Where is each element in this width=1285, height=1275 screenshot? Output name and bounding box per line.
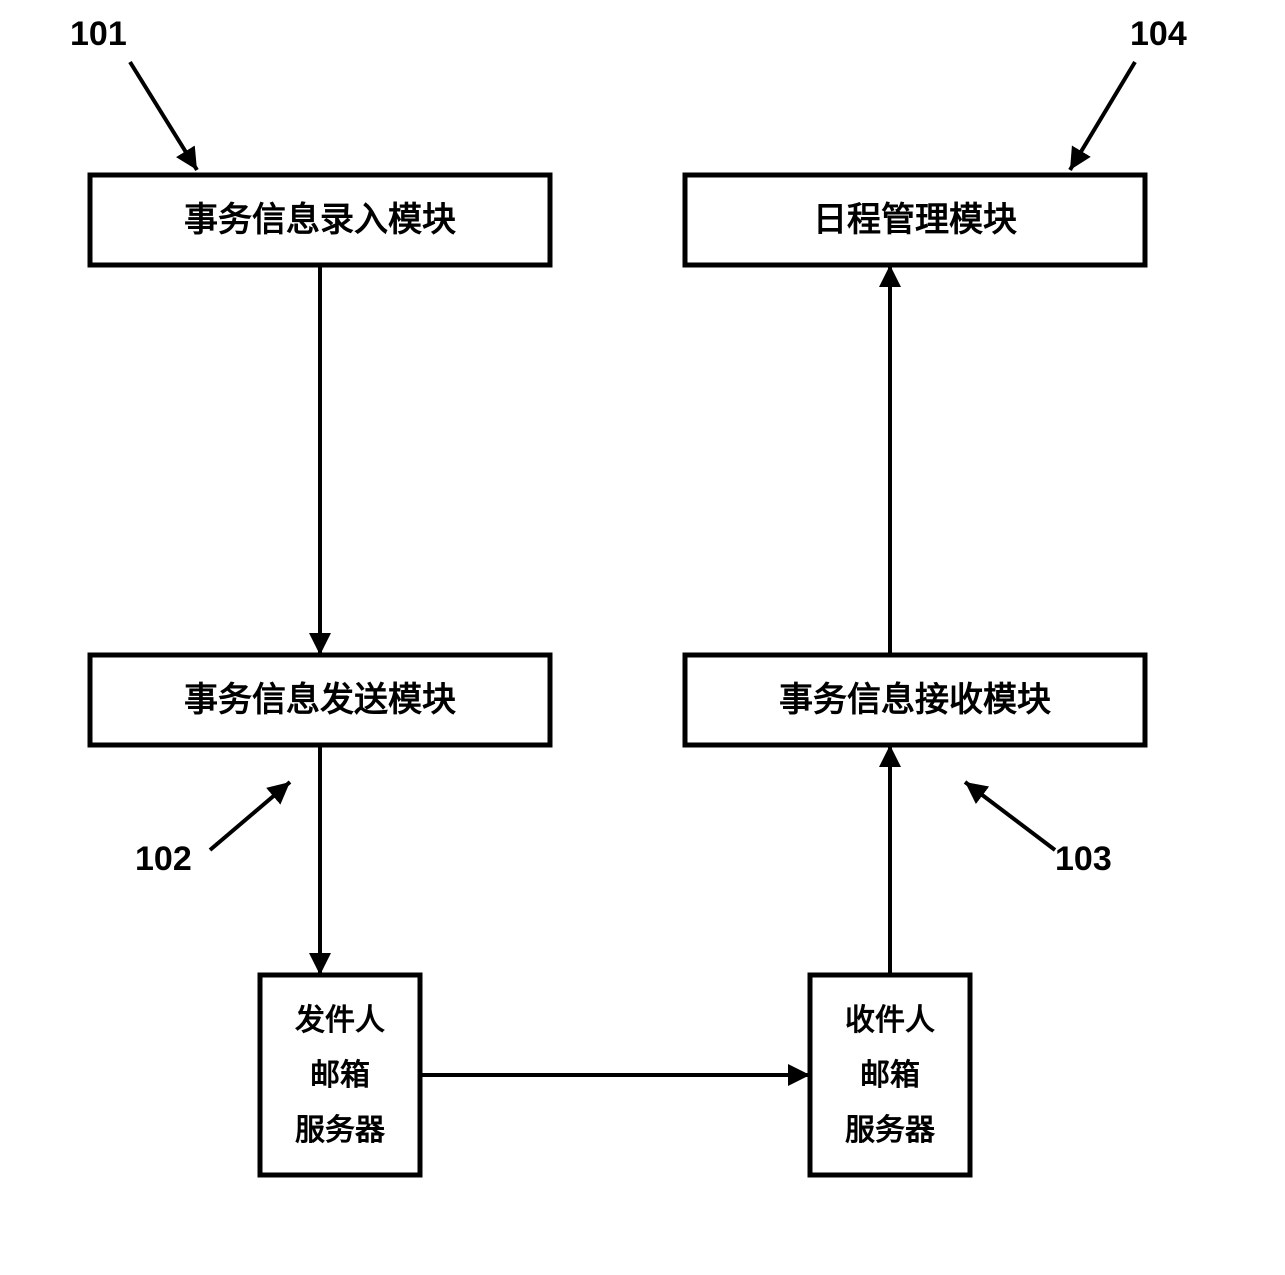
nodes-group: 事务信息录入模块日程管理模块事务信息发送模块事务信息接收模块发件人邮箱服务器收件… (90, 175, 1145, 1175)
ref-leader (210, 782, 290, 850)
ref-text: 102 (135, 840, 192, 878)
ref-labels-group: 101 104 102 103 (70, 15, 1187, 878)
node-n103: 事务信息接收模块 (685, 655, 1145, 745)
node-label-line: 邮箱 (860, 1059, 920, 1092)
node-label-line: 发件人 (294, 1004, 385, 1037)
node-label-line: 收件人 (845, 1004, 935, 1037)
ref-leader (965, 782, 1055, 850)
node-n101: 事务信息录入模块 (90, 175, 550, 265)
ref-r104: 104 (1070, 15, 1187, 170)
ref-text: 101 (70, 15, 127, 53)
node-recipient_server: 收件人邮箱服务器 (810, 975, 970, 1175)
ref-r101: 101 (70, 15, 197, 170)
node-label-line: 服务器 (295, 1114, 386, 1147)
ref-text: 104 (1130, 15, 1187, 53)
ref-leader (1070, 62, 1135, 170)
ref-r103: 103 (965, 782, 1112, 878)
ref-r102: 102 (135, 782, 290, 878)
ref-leader (130, 62, 197, 170)
node-sender_server: 发件人邮箱服务器 (260, 975, 420, 1175)
node-n104: 日程管理模块 (685, 175, 1145, 265)
node-label-line: 服务器 (845, 1114, 936, 1147)
ref-text: 103 (1055, 840, 1112, 878)
node-label-line: 邮箱 (310, 1059, 370, 1092)
node-label: 事务信息接收模块 (779, 680, 1051, 719)
flowchart-canvas: 事务信息录入模块日程管理模块事务信息发送模块事务信息接收模块发件人邮箱服务器收件… (0, 0, 1285, 1275)
node-n102: 事务信息发送模块 (90, 655, 550, 745)
node-label: 事务信息发送模块 (184, 680, 456, 719)
node-label: 日程管理模块 (813, 201, 1017, 239)
node-label: 事务信息录入模块 (184, 200, 456, 239)
